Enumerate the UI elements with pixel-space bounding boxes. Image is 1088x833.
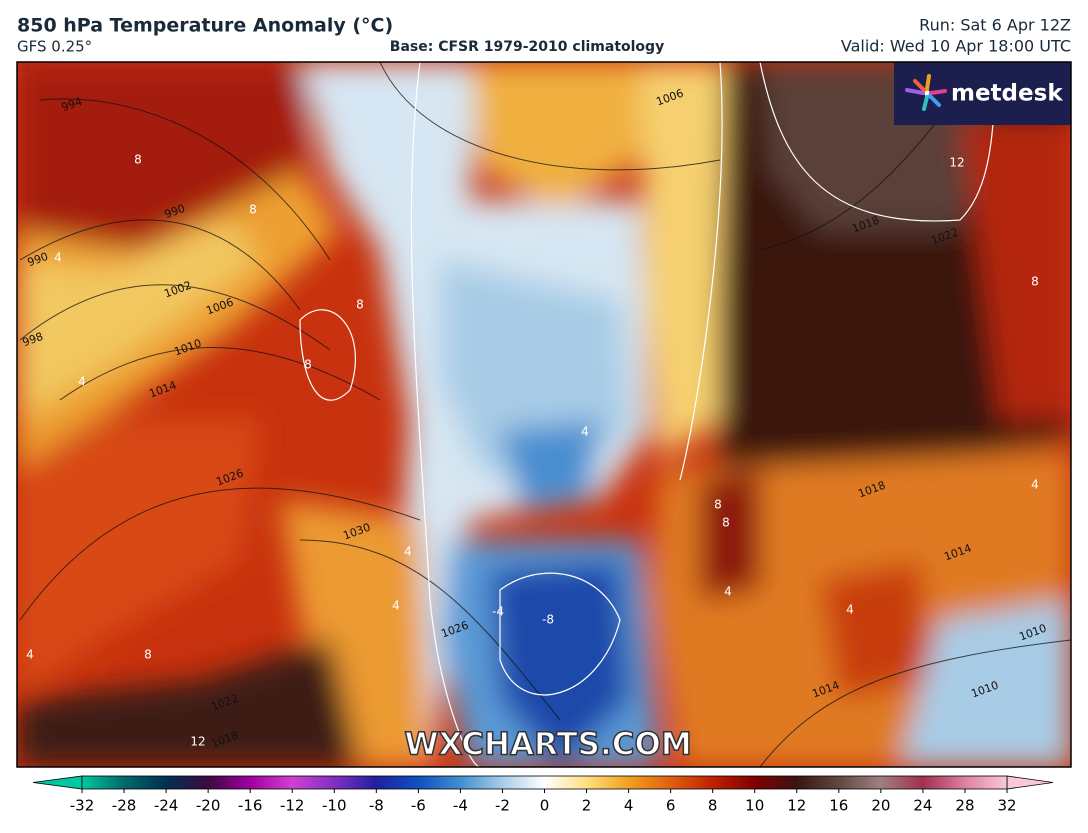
logo-icon	[905, 74, 947, 111]
colorbar-tick-label: 20	[871, 797, 890, 815]
colorbar-tick-label: -24	[154, 797, 179, 815]
anomaly-label: 8	[356, 298, 364, 312]
anomaly-label: 4	[846, 603, 854, 617]
anomaly-label: 8	[722, 516, 730, 530]
anomaly-label: -8	[542, 613, 554, 627]
anomaly-label: 4	[54, 251, 62, 265]
colorbar-tick-label: -8	[369, 797, 384, 815]
colorbar-tick-label: -4	[453, 797, 468, 815]
anomaly-label: 4	[26, 648, 34, 662]
colorbar-tick-label: 16	[829, 797, 848, 815]
anomaly-label: 4	[404, 545, 412, 559]
anomaly-label: 12	[190, 735, 205, 749]
colorbar-tick-label: 2	[582, 797, 592, 815]
colorbar-tick-label: 6	[666, 797, 676, 815]
model: GFS 0.25°	[17, 38, 92, 56]
colorbar-tick-label: 0	[540, 797, 550, 815]
colorbar-low-arrow	[32, 775, 83, 790]
map: 9949909909981002100610101014102610301026…	[17, 62, 1071, 767]
anomaly-label: 8	[249, 203, 257, 217]
colorbar-scale	[81, 775, 1008, 790]
anomaly-label: 4	[581, 425, 589, 439]
anomaly-label: 4	[392, 599, 400, 613]
colorbar-tick-label: 24	[913, 797, 932, 815]
colorbar-tick-label: -12	[280, 797, 305, 815]
title: 850 hPa Temperature Anomaly (°C)	[17, 15, 393, 37]
colorbar-tick-label: 4	[624, 797, 634, 815]
colorbar-tick-label: 8	[708, 797, 718, 815]
valid: Valid: Wed 10 Apr 18:00 UTC	[841, 37, 1071, 56]
colorbar: -32 -28 -24 -20 -16 -12 -10 -8 -6 -4 -2 0 2 4 6 8 10 12 16…	[32, 775, 1054, 815]
colorbar-tick-label: 12	[787, 797, 806, 815]
colorbar-tick-label: 28	[955, 797, 974, 815]
anomaly-label: 4	[724, 585, 732, 599]
anomaly-label: 8	[714, 498, 722, 512]
anomaly-label: 12	[949, 156, 964, 170]
colorbar-tick-label: -10	[322, 797, 347, 815]
run: Run: Sat 6 Apr 12Z	[919, 16, 1071, 35]
anomaly-label: 4	[78, 375, 86, 389]
colorbar-tick-label: -6	[411, 797, 426, 815]
colorbar-tick-label: -32	[70, 797, 95, 815]
base: Base: CFSR 1979-2010 climatology	[390, 39, 664, 55]
anomaly-label: 8	[1031, 275, 1039, 289]
isobars	[19, 62, 1071, 767]
colorbar-tick-label: -28	[112, 797, 137, 815]
colorbar-tick-label: -16	[238, 797, 263, 815]
map-frame	[16, 61, 1072, 768]
colorbar-tick-label: 10	[745, 797, 764, 815]
anomaly-label: 4	[1031, 478, 1039, 492]
anomaly-label: 8	[304, 358, 312, 372]
anomaly-label: -4	[492, 605, 504, 619]
watermark: WXCHARTS.COM	[404, 727, 691, 763]
colorbar-high-arrow	[1006, 775, 1054, 790]
colorbar-tick-label: -20	[196, 797, 221, 815]
colorbar-tick-label: -2	[495, 797, 510, 815]
logo-text: metdesk	[951, 81, 1063, 107]
anomaly-label: 8	[144, 648, 152, 662]
colorbar-tick-label: 32	[997, 797, 1016, 815]
anomaly-label: 8	[134, 153, 142, 167]
